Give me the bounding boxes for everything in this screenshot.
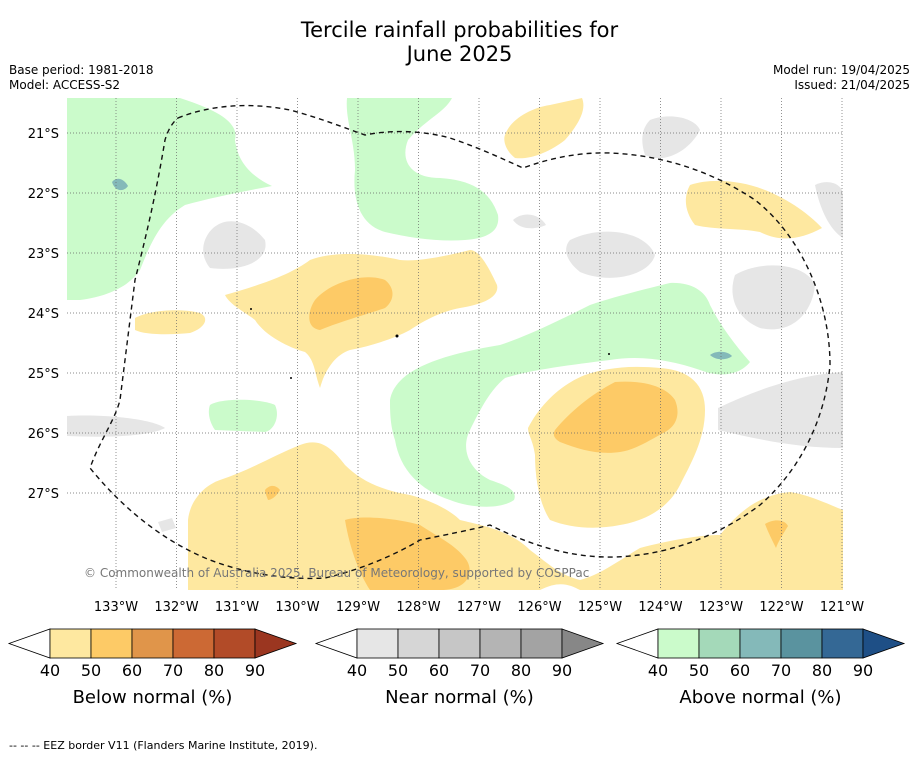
legend-tick-label: 50 xyxy=(689,661,709,680)
legend-0: 40 50 60 70 80 90 Below normal (%) xyxy=(7,628,298,708)
legend-tick-label: 60 xyxy=(730,661,750,680)
legend-under-arrow xyxy=(314,628,358,659)
legend-swatch xyxy=(657,628,700,659)
legend-swatch xyxy=(520,628,563,659)
legend-tick-label: 50 xyxy=(81,661,101,680)
legend-swatch xyxy=(213,628,256,659)
below-normal-50-regions xyxy=(265,277,788,590)
legend-swatch xyxy=(739,628,782,659)
legend-tick-label: 40 xyxy=(40,661,60,680)
metadata-left: Base period: 1981-2018 Model: ACCESS-S2 xyxy=(9,63,154,93)
legend-tick-label: 70 xyxy=(771,661,791,680)
chart-title: Tercile rainfall probabilities for June … xyxy=(0,18,919,66)
latitude-labels: 21°S 22°S 23°S 24°S 25°S 26°S 27°S xyxy=(28,127,59,502)
legend-swatch xyxy=(479,628,522,659)
lon-tick-label: 133°W xyxy=(94,600,138,615)
eez-footnote: -- -- -- EEZ border V11 (Flanders Marine… xyxy=(9,739,318,752)
title-line-2: June 2025 xyxy=(406,42,513,66)
legend-swatch xyxy=(780,628,823,659)
above-normal-70-patches xyxy=(112,178,732,360)
legend-over-arrow xyxy=(254,628,298,659)
lon-tick-label: 126°W xyxy=(517,600,561,615)
lat-tick-label: 22°S xyxy=(28,187,59,202)
legend-tick-label: 90 xyxy=(245,661,265,680)
lon-tick-label: 124°W xyxy=(638,600,682,615)
legend-swatch xyxy=(356,628,399,659)
legend-over-arrow xyxy=(862,628,906,659)
lon-tick-label: 122°W xyxy=(759,600,803,615)
legend-swatch xyxy=(438,628,481,659)
longitude-labels: 133°W 132°W 131°W 130°W 129°W 128°W 127°W 126°W… xyxy=(94,600,864,615)
legend-under-arrow xyxy=(615,628,659,659)
legend-tick-label: 60 xyxy=(122,661,142,680)
colorbar-legends: 40 50 60 70 80 90 Below normal (%) 40 50 60 70 80 90… xyxy=(7,628,906,708)
copyright-text: © Commonwealth of Australia 2025, Bureau… xyxy=(84,566,589,580)
lon-tick-label: 121°W xyxy=(820,600,864,615)
base-period: Base period: 1981-2018 xyxy=(9,63,154,77)
legend-tick-label: 80 xyxy=(812,661,832,680)
legend-tick-label: 60 xyxy=(429,661,449,680)
legend-over-arrow xyxy=(561,628,605,659)
model-run: Model run: 19/04/2025 xyxy=(772,63,910,77)
model-name: Model: ACCESS-S2 xyxy=(9,78,121,92)
lat-tick-label: 24°S xyxy=(28,307,59,322)
lat-tick-label: 21°S xyxy=(28,127,59,142)
lon-tick-label: 131°W xyxy=(215,600,259,615)
title-line-1: Tercile rainfall probabilities for xyxy=(300,18,619,42)
map-area xyxy=(67,98,843,590)
legend-under-arrow xyxy=(7,628,51,659)
legend-title: Below normal (%) xyxy=(73,687,233,708)
legend-tick-label: 90 xyxy=(552,661,572,680)
above-normal-regions xyxy=(67,98,750,507)
lon-tick-label: 132°W xyxy=(154,600,198,615)
legend-swatch xyxy=(131,628,174,659)
lon-tick-label: 125°W xyxy=(578,600,622,615)
legend-title: Above normal (%) xyxy=(679,687,841,708)
legend-swatch xyxy=(821,628,864,659)
legend-swatch xyxy=(172,628,215,659)
lon-tick-label: 127°W xyxy=(457,600,501,615)
legend-tick-label: 90 xyxy=(853,661,873,680)
legend-2: 40 50 60 70 80 90 Above normal (%) xyxy=(615,628,906,708)
legend-swatch xyxy=(49,628,92,659)
lat-tick-label: 26°S xyxy=(28,427,59,442)
lon-tick-label: 129°W xyxy=(336,600,380,615)
legend-tick-label: 50 xyxy=(388,661,408,680)
lon-tick-label: 130°W xyxy=(275,600,319,615)
near-normal-regions xyxy=(67,116,843,590)
lat-tick-label: 27°S xyxy=(28,487,59,502)
lon-tick-label: 128°W xyxy=(396,600,440,615)
legend-tick-label: 40 xyxy=(347,661,367,680)
legend-tick-label: 80 xyxy=(204,661,224,680)
legend-title: Near normal (%) xyxy=(385,687,534,708)
island-markers xyxy=(250,308,610,379)
legend-swatch xyxy=(90,628,133,659)
legend-swatch xyxy=(698,628,741,659)
eez-border xyxy=(89,104,831,580)
issued-date: Issued: 21/04/2025 xyxy=(794,78,910,92)
lat-tick-label: 23°S xyxy=(28,247,59,262)
lon-tick-label: 123°W xyxy=(699,600,743,615)
legend-tick-label: 70 xyxy=(470,661,490,680)
legend-tick-label: 40 xyxy=(648,661,668,680)
lat-tick-label: 25°S xyxy=(28,367,59,382)
legend-tick-label: 80 xyxy=(511,661,531,680)
legend-tick-label: 70 xyxy=(163,661,183,680)
metadata-right: Model run: 19/04/2025 Issued: 21/04/2025 xyxy=(773,63,910,93)
legend-1: 40 50 60 70 80 90 Near normal (%) xyxy=(314,628,605,708)
legend-swatch xyxy=(397,628,440,659)
gridlines xyxy=(67,98,843,590)
